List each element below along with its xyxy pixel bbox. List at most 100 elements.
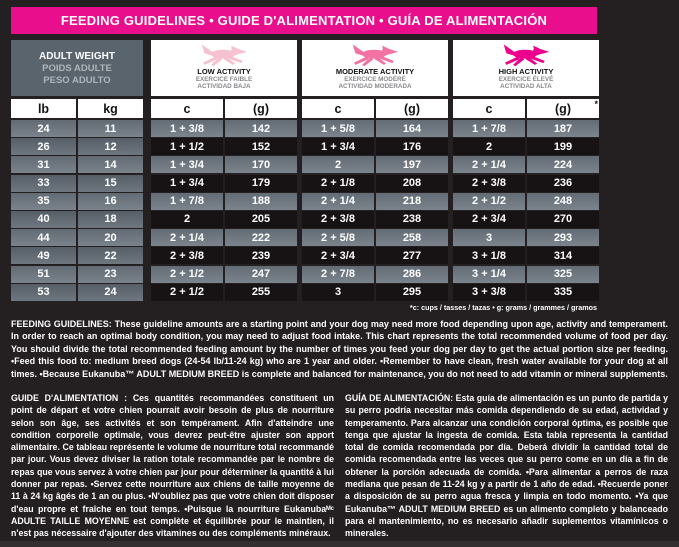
table-cell: 335 bbox=[527, 283, 599, 301]
col-head-cups-1: c bbox=[151, 99, 223, 118]
running-dog-icon bbox=[352, 44, 399, 67]
high-activity-label: HIGH ACTIVITY bbox=[498, 67, 554, 76]
table-cell: 222 bbox=[225, 229, 297, 247]
col-head-kg: kg bbox=[78, 99, 143, 118]
table-cell: 179 bbox=[225, 174, 297, 192]
table-cell: 197 bbox=[376, 156, 448, 174]
running-dog-icon bbox=[503, 44, 550, 67]
table-cell: 24 bbox=[78, 283, 143, 301]
title-bar: FEEDING GUIDELINES • GUIDE D'ALIMENTATIO… bbox=[11, 7, 597, 34]
table-cell: 2 + 7/8 bbox=[302, 265, 374, 283]
table-cell: 35 bbox=[11, 192, 76, 210]
table-cell: 176 bbox=[376, 138, 448, 156]
table-header-row: ADULT WEIGHT POIDS ADULTE PESO ADULTO bbox=[11, 40, 599, 96]
table-cell: 23 bbox=[78, 265, 143, 283]
table-body: 24 11 1 + 3/8 142 1 + 5/8 164 1 + 7/8 187 26 12 1 … bbox=[11, 120, 599, 301]
col-head-cups-3: c bbox=[453, 99, 525, 118]
adult-weight-label-fr: POIDS ADULTE bbox=[42, 62, 112, 74]
asterisk-marker: * bbox=[594, 99, 598, 109]
col-head-grams-1: (g) bbox=[225, 99, 297, 118]
table-cell: 2 + 1/2 bbox=[453, 192, 525, 210]
table-cell: 44 bbox=[11, 229, 76, 247]
table-cell: 224 bbox=[527, 156, 599, 174]
table-cell: 24 bbox=[11, 120, 76, 137]
col-head-grams-3: (g) * bbox=[527, 99, 599, 118]
table-cell: 11 bbox=[78, 120, 143, 137]
table-cell: 293 bbox=[527, 229, 599, 247]
table-cell: 152 bbox=[225, 138, 297, 156]
table-cell: 248 bbox=[527, 192, 599, 210]
table-row: 51 23 2 + 1/2 247 2 + 7/8 286 3 + 1/4 325 bbox=[11, 265, 599, 283]
title-text: FEEDING GUIDELINES • GUIDE D'ALIMENTATIO… bbox=[60, 13, 548, 28]
table-cell: 218 bbox=[376, 192, 448, 210]
table-cell: 18 bbox=[78, 210, 143, 228]
table-cell: 2 + 1/4 bbox=[453, 156, 525, 174]
table-cell: 208 bbox=[376, 174, 448, 192]
table-row: 53 24 2 + 1/2 255 3 295 3 + 3/8 335 bbox=[11, 283, 599, 301]
table-cell: 2 + 1/2 bbox=[151, 283, 223, 301]
table-row: 49 22 2 + 3/8 239 2 + 3/4 277 3 + 1/8 314 bbox=[11, 247, 599, 265]
col-head-lb: lb bbox=[11, 99, 76, 118]
table-cell: 2 + 3/8 bbox=[453, 174, 525, 192]
table-cell: 2 + 1/4 bbox=[151, 229, 223, 247]
table-cell: 187 bbox=[527, 120, 599, 137]
table-cell: 15 bbox=[78, 174, 143, 192]
table-cell: 33 bbox=[11, 174, 76, 192]
moderate-activity-label: MODERATE ACTIVITY bbox=[335, 67, 415, 76]
table-cell: 2 bbox=[151, 210, 223, 228]
high-activity-header: HIGH ACTIVITY EXERCICE ÉLEVÉ ACTIVIDAD A… bbox=[453, 40, 599, 96]
table-cell: 2 + 3/8 bbox=[302, 210, 374, 228]
table-cell: 20 bbox=[78, 229, 143, 247]
table-cell: 277 bbox=[376, 247, 448, 265]
table-cell: 3 + 3/8 bbox=[453, 283, 525, 301]
table-cell: 53 bbox=[11, 283, 76, 301]
table-row: 31 14 1 + 3/4 170 2 197 2 + 1/4 224 bbox=[11, 156, 599, 174]
table-cell: 325 bbox=[527, 265, 599, 283]
table-cell: 51 bbox=[11, 265, 76, 283]
table-cell: 2 + 3/8 bbox=[151, 247, 223, 265]
table-cell: 247 bbox=[225, 265, 297, 283]
table-cell: 2 + 5/8 bbox=[302, 229, 374, 247]
table-cell: 142 bbox=[225, 120, 297, 137]
table-cell: 3 + 1/4 bbox=[453, 265, 525, 283]
table-cell: 2 + 1/4 bbox=[302, 192, 374, 210]
feeding-guidelines-paragraph-fr: GUIDE D'ALIMENTATION : Ces quantités rec… bbox=[11, 393, 334, 539]
table-cell: 1 + 7/8 bbox=[453, 120, 525, 137]
table-cell: 2 bbox=[453, 138, 525, 156]
table-cell: 238 bbox=[376, 210, 448, 228]
adult-weight-header: ADULT WEIGHT POIDS ADULTE PESO ADULTO bbox=[11, 40, 143, 96]
table-cell: 164 bbox=[376, 120, 448, 137]
moderate-activity-header: MODERATE ACTIVITY EXERCICE MODÉRÉ ACTIVI… bbox=[302, 40, 448, 96]
package-edge-strip bbox=[0, 541, 679, 547]
table-cell: 205 bbox=[225, 210, 297, 228]
table-row: 35 16 1 + 7/8 188 2 + 1/4 218 2 + 1/2 248 bbox=[11, 192, 599, 210]
table-cell: 236 bbox=[527, 174, 599, 192]
low-activity-label-fr: EXERCICE FAIBLE bbox=[195, 76, 253, 83]
table-cell: 12 bbox=[78, 138, 143, 156]
moderate-activity-label-fr: EXERCICE MODÉRÉ bbox=[344, 76, 406, 83]
table-row: 24 11 1 + 3/8 142 1 + 5/8 164 1 + 7/8 187 bbox=[11, 120, 599, 137]
high-activity-label-es: ACTIVIDAD ALTA bbox=[500, 83, 552, 91]
table-cell: 1 + 3/8 bbox=[151, 120, 223, 137]
running-dog-icon bbox=[201, 44, 248, 67]
table-cell: 270 bbox=[527, 210, 599, 228]
table-cell: 170 bbox=[225, 156, 297, 174]
table-cell: 3 + 1/8 bbox=[453, 247, 525, 265]
table-cell: 40 bbox=[11, 210, 76, 228]
feeding-table: ADULT WEIGHT POIDS ADULTE PESO ADULTO bbox=[11, 40, 599, 312]
high-activity-label-fr: EXERCICE ÉLEVÉ bbox=[498, 76, 554, 83]
low-activity-label: LOW ACTIVITY bbox=[197, 67, 251, 76]
table-cell: 16 bbox=[78, 192, 143, 210]
table-row: 26 12 1 + 1/2 152 1 + 3/4 176 2 199 bbox=[11, 138, 599, 156]
column-header-row: lb kg c (g) c (g) c (g) * bbox=[11, 99, 599, 118]
table-row: 40 18 2 205 2 + 3/8 238 2 + 3/4 270 bbox=[11, 210, 599, 228]
table-cell: 49 bbox=[11, 247, 76, 265]
adult-weight-label-en: ADULT WEIGHT bbox=[39, 50, 115, 62]
low-activity-header: LOW ACTIVITY EXERCICE FAIBLE ACTIVIDAD B… bbox=[151, 40, 297, 96]
table-cell: 14 bbox=[78, 156, 143, 174]
table-cell: 2 + 3/4 bbox=[302, 247, 374, 265]
table-cell: 31 bbox=[11, 156, 76, 174]
table-cell: 22 bbox=[78, 247, 143, 265]
feeding-guidelines-paragraph-es: GUÍA DE ALIMENTACIÓN: Esta guía de alime… bbox=[345, 393, 668, 539]
low-activity-label-es: ACTIVIDAD BAJA bbox=[197, 83, 251, 91]
